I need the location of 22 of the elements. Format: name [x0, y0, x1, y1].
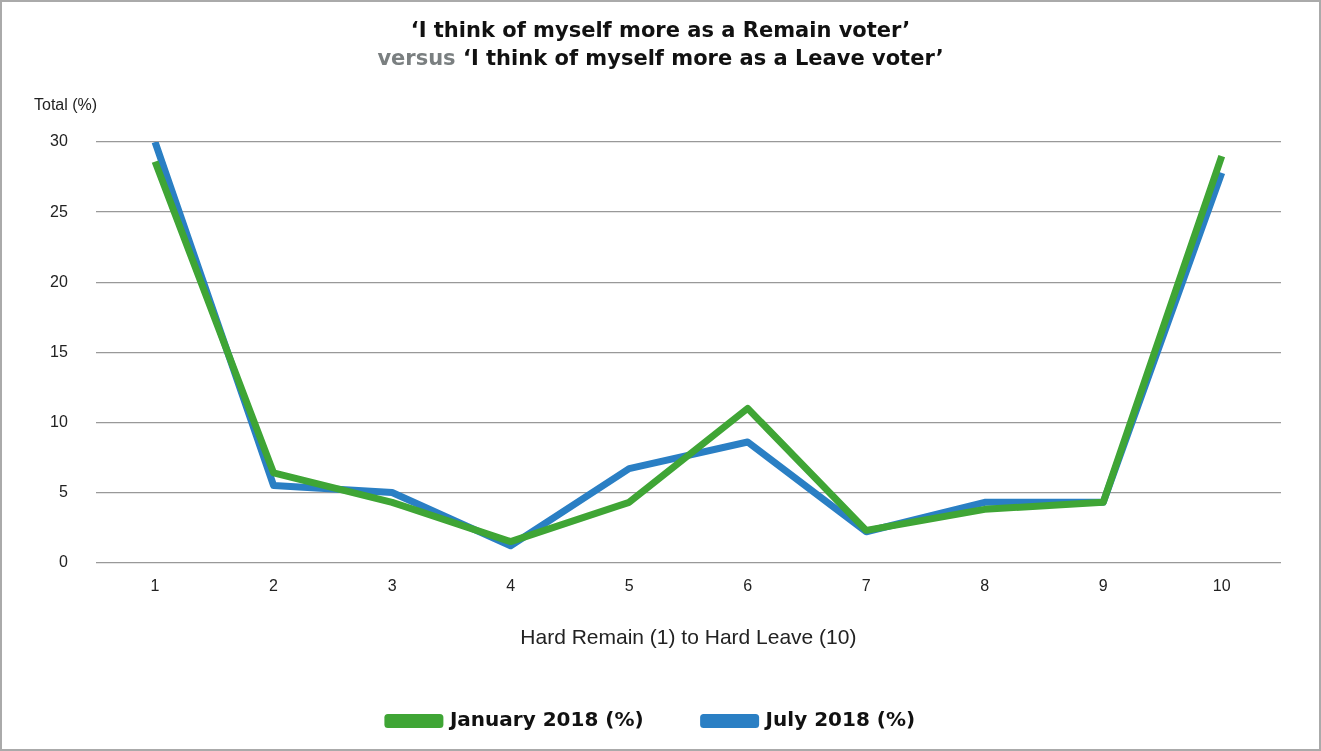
- x-tick-label: 5: [624, 576, 634, 594]
- x-tick-label: 9: [1098, 576, 1108, 594]
- y-tick-label: 10: [50, 412, 68, 430]
- x-tick-label: 8: [980, 576, 990, 594]
- chart-title: ‘I think of myself more as a Remain voter’ versus ‘I think of myself more as a Leave voter’: [376, 17, 945, 70]
- x-tick-label: 6: [743, 576, 753, 594]
- x-tick-label: 10: [1212, 576, 1231, 594]
- x-tick-label: 4: [506, 576, 516, 594]
- x-axis-title: Hard Remain (1) to Hard Leave (10): [520, 625, 857, 649]
- y-tick-label: 5: [58, 482, 68, 500]
- x-tick-label: 3: [387, 576, 397, 594]
- x-tick-label: 2: [269, 576, 279, 594]
- y-tick-label: 30: [50, 132, 68, 150]
- legend-label: January 2018 (%): [447, 707, 644, 732]
- y-tick-label: 0: [58, 553, 68, 571]
- y-tick-label: 25: [50, 202, 68, 220]
- legend-label: July 2018 (%): [763, 707, 916, 732]
- y-tick-label: 20: [50, 272, 68, 290]
- y-tick-label: 15: [50, 342, 68, 360]
- y-axis-title: Total (%): [34, 96, 98, 114]
- x-tick-label: 1: [150, 576, 160, 594]
- x-tick-label: 7: [861, 576, 871, 594]
